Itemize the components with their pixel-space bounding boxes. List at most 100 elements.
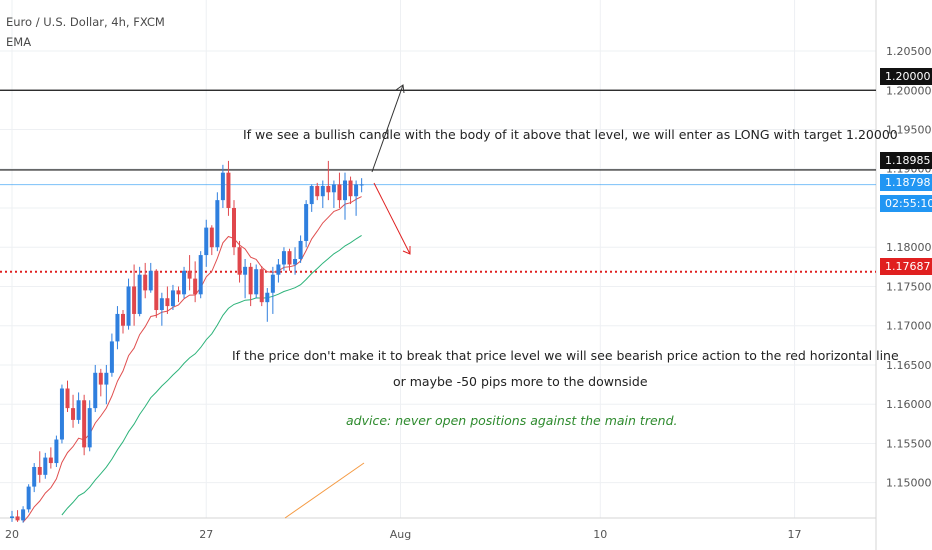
candle-body: [59, 388, 64, 440]
candle-body: [287, 251, 292, 265]
candle-body: [43, 457, 48, 475]
candle: [337, 172, 342, 208]
candle: [21, 506, 26, 523]
candle: [121, 310, 125, 334]
candle: [109, 333, 114, 377]
y-tick-label: 1.18000: [886, 241, 932, 254]
candle: [270, 266, 275, 314]
candle-body: [243, 266, 248, 275]
candle: [215, 192, 220, 252]
candle-body: [276, 264, 281, 275]
candle-body: [331, 184, 336, 193]
candle-body: [126, 286, 131, 326]
candle-body: [37, 466, 42, 475]
candle: [209, 225, 214, 256]
candle-body: [204, 227, 209, 256]
candle: [87, 400, 92, 452]
candle-body: [98, 372, 103, 385]
candle-body: [170, 290, 175, 307]
candle-body: [198, 255, 203, 295]
candle-body: [232, 207, 236, 248]
y-tick-label: 1.20500: [886, 45, 932, 58]
candle: [26, 484, 31, 513]
candle: [154, 269, 159, 318]
candle: [98, 368, 103, 397]
candle: [343, 172, 347, 220]
candle: [37, 451, 42, 483]
candle: [10, 510, 14, 522]
y-tick-label: 1.16500: [886, 359, 932, 372]
candle-body: [354, 184, 359, 197]
y-tick-label: 1.19500: [886, 124, 932, 137]
y-tick-label: 1.20000: [886, 84, 932, 97]
candle: [71, 394, 76, 428]
candle-body: [337, 184, 342, 201]
candles: [10, 160, 364, 523]
candle: [354, 180, 359, 216]
candle-body: [93, 372, 98, 409]
candle: [359, 178, 364, 193]
candle-body: [143, 274, 148, 291]
candle: [320, 180, 325, 208]
candle-body: [26, 486, 31, 510]
candle: [259, 266, 264, 307]
candle: [170, 284, 175, 311]
candle-body: [359, 184, 364, 186]
candle: [232, 200, 236, 256]
ema-lines: [22, 196, 365, 523]
candle: [348, 176, 353, 205]
candle: [93, 364, 98, 413]
candle-body: [165, 298, 170, 307]
candle-body: [48, 457, 53, 464]
bear-note-2: or maybe -50 pips more to the downside: [393, 374, 648, 389]
candle: [204, 219, 209, 267]
candle: [298, 235, 303, 263]
y-tick-label: 1.15000: [886, 477, 932, 490]
up-arrowhead: [395, 84, 405, 94]
candle: [82, 394, 87, 456]
long-note: If we see a bullish candle with the body…: [243, 127, 898, 142]
candle: [159, 292, 164, 326]
candle-body: [104, 372, 109, 385]
candle: [115, 306, 120, 350]
ema-slow-line: [284, 462, 365, 519]
candle-body: [326, 186, 331, 193]
candle: [243, 259, 248, 299]
candle-body: [109, 341, 114, 373]
x-tick-label: 20: [5, 528, 19, 541]
candle-body: [215, 200, 220, 248]
candle-body: [137, 274, 142, 314]
candle-body: [54, 439, 59, 464]
last-price-tag: 1.18798: [880, 174, 932, 191]
candle-body: [320, 186, 325, 197]
candle-body: [82, 400, 87, 448]
y-tick-label: 1.17500: [886, 280, 932, 293]
candle: [65, 380, 70, 413]
candle: [165, 286, 170, 314]
candle-body: [248, 266, 253, 295]
x-tick-label: Aug: [390, 528, 411, 541]
candle-body: [220, 172, 225, 201]
candle: [281, 247, 286, 271]
candle: [43, 452, 48, 479]
candle: [248, 262, 253, 307]
symbol-title: Euro / U.S. Dollar, 4h, FXCM: [6, 15, 165, 29]
candle-body: [259, 269, 264, 303]
candle: [137, 266, 142, 317]
support-price-tag: 1.17687: [880, 258, 932, 275]
candle: [54, 435, 59, 467]
candle-body: [270, 274, 275, 293]
candle-body: [32, 466, 37, 487]
candle-body: [304, 204, 309, 241]
indicator-label[interactable]: EMA: [6, 35, 32, 49]
candle: [182, 266, 187, 299]
candle: [220, 164, 225, 208]
candle-body: [176, 290, 181, 295]
candle-body: [148, 270, 153, 291]
candle: [48, 447, 53, 469]
candle: [304, 200, 309, 248]
candle-body: [209, 227, 214, 248]
candle: [326, 160, 331, 201]
candle-body: [193, 278, 198, 295]
